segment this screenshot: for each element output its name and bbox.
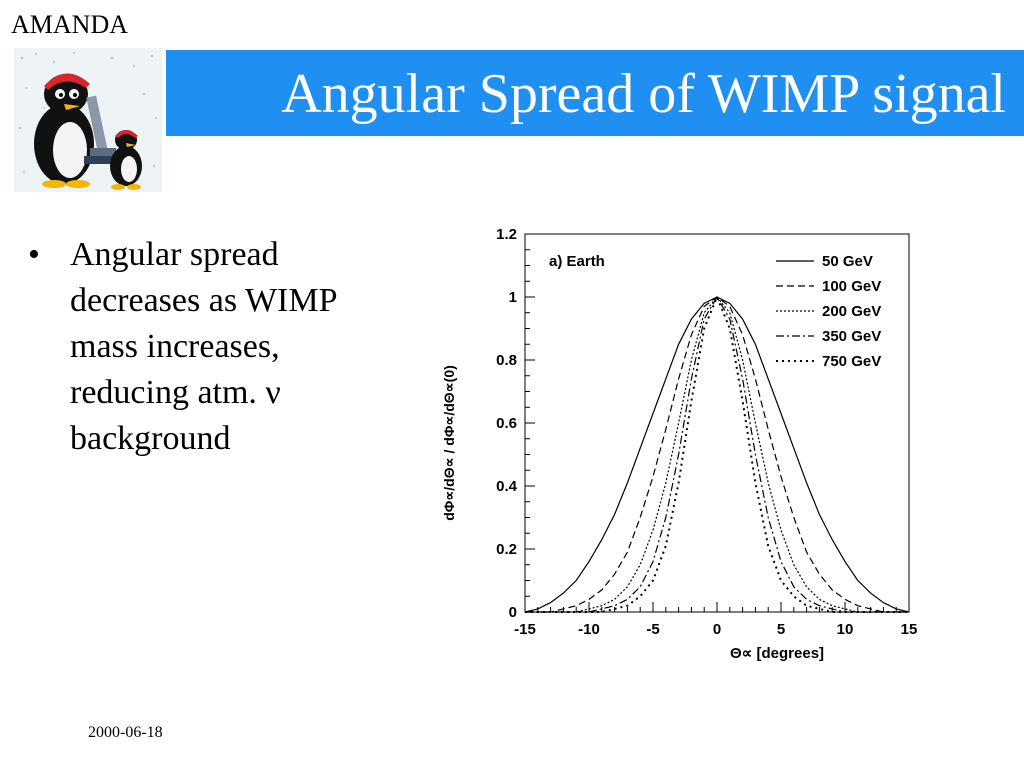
x-tick-label: 0 [713, 621, 721, 638]
legend-label: 350 GeV [822, 328, 881, 345]
y-tick-label: 1 [509, 289, 517, 306]
y-tick-label: 1.2 [496, 226, 517, 243]
legend-label: 50 GeV [822, 253, 873, 270]
y-tick-label: 0 [509, 604, 517, 621]
x-tick-label: 15 [901, 621, 918, 638]
x-tick-label: -15 [514, 621, 536, 638]
x-tick-label: 10 [837, 621, 854, 638]
x-tick-label: 5 [777, 621, 785, 638]
amanda-label: AMANDA [11, 10, 128, 39]
angular-spread-chart: -15 -10 -5 0 5 10 15 0 0.2 0.4 0.6 0.8 1 1.2 Θ∝ [degre… [441, 226, 918, 662]
footer-date: 2000-06-18 [88, 724, 163, 741]
slide-title: Angular Spread of WIMP signal [281, 63, 1006, 125]
bullet-item: • Angular spread decreases as WIMP mass … [28, 232, 408, 462]
bullet-text: Angular spread decreases as WIMP mass in… [70, 236, 338, 457]
y-axis-label: dΦ∝/dΘ∝ / dΦ∝/dΘ∝(0) [441, 365, 457, 521]
series-line-750-gev [525, 294, 909, 613]
bullet-marker: • [28, 236, 40, 273]
y-tick-label: 0.8 [496, 352, 517, 369]
panel-label: a) Earth [549, 253, 605, 270]
x-axis-label: Θ∝ [degrees] [730, 645, 824, 662]
legend-label: 200 GeV [822, 303, 881, 320]
x-tick-label: -5 [646, 621, 659, 638]
bullet-list: • Angular spread decreases as WIMP mass … [28, 232, 408, 462]
x-tick-label: -10 [578, 621, 600, 638]
y-tick-label: 0.2 [496, 541, 517, 558]
series-line-200-gev [525, 296, 909, 613]
y-tick-label: 0.6 [496, 415, 517, 432]
penguin-scientist-icon [14, 48, 162, 192]
legend-label: 100 GeV [822, 278, 881, 295]
legend-label: 750 GeV [822, 353, 881, 370]
series-line-100-gev [525, 296, 909, 613]
y-tick-label: 0.4 [496, 478, 518, 495]
title-bar: Angular Spread of WIMP signal [166, 50, 1024, 136]
